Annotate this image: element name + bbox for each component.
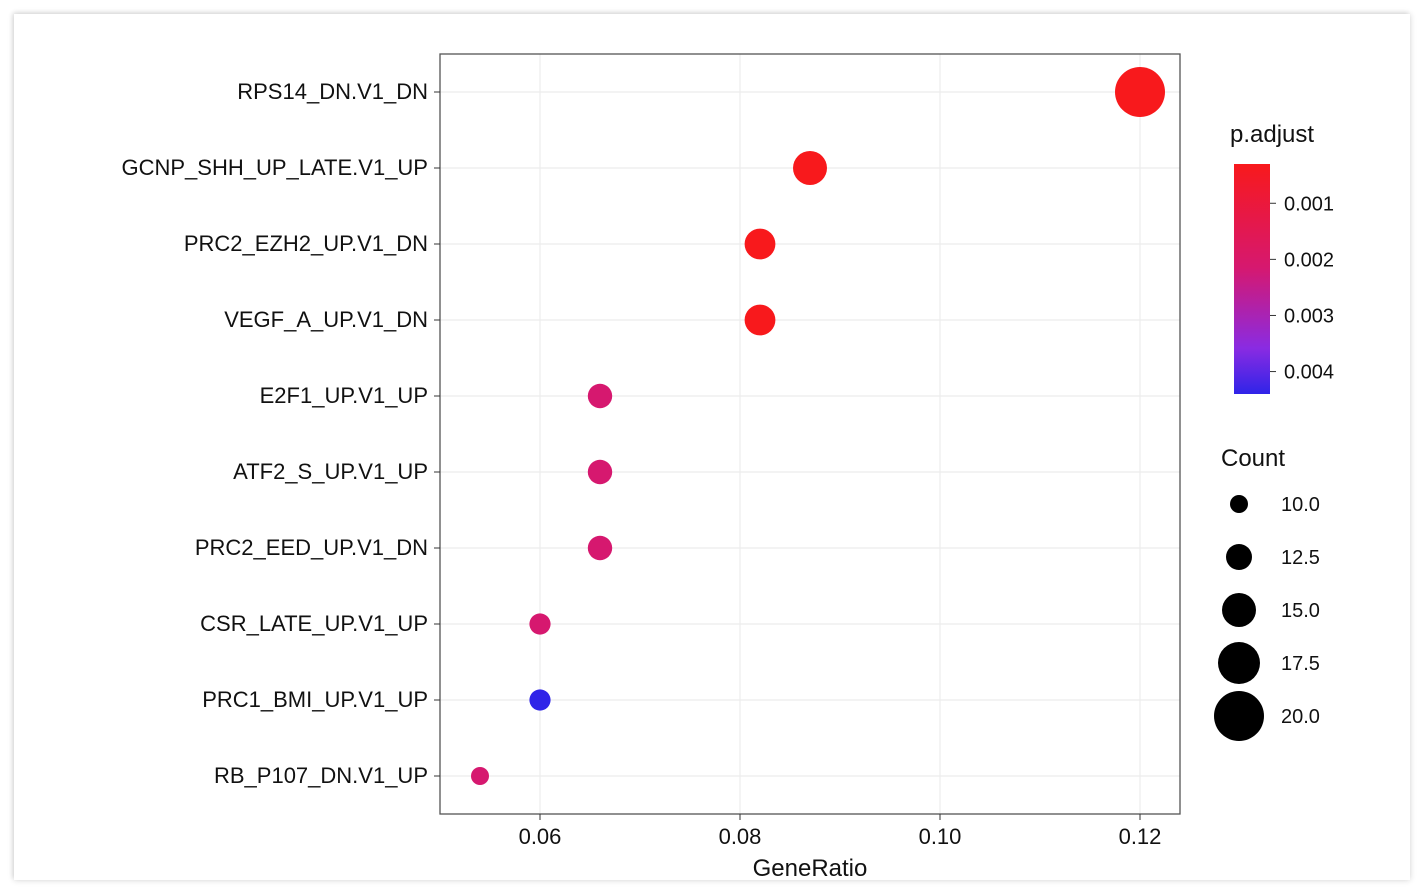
data-point xyxy=(529,613,550,634)
color-legend-label: 0.003 xyxy=(1284,305,1334,327)
x-tick-label: 0.08 xyxy=(719,824,762,849)
y-category-label: PRC2_EED_UP.V1_DN xyxy=(195,535,428,560)
dotplot-svg: RPS14_DN.V1_DN GCNP_SHH_UP_LATE.V1_UP PRC2… xyxy=(14,14,1410,880)
size-legend-label: 12.5 xyxy=(1281,547,1320,569)
y-category-label: ATF2_S_UP.V1_UP xyxy=(233,459,428,484)
data-point xyxy=(588,536,612,560)
data-point xyxy=(745,305,776,336)
size-legend-title: Count xyxy=(1221,445,1285,472)
y-category-label: PRC1_BMI_UP.V1_UP xyxy=(202,687,428,712)
data-point xyxy=(793,151,827,185)
color-legend-label: 0.002 xyxy=(1284,249,1334,271)
y-category-label: GCNP_SHH_UP_LATE.V1_UP xyxy=(122,155,429,180)
size-legend-label: 20.0 xyxy=(1281,706,1320,728)
size-legend-label: 10.0 xyxy=(1281,494,1320,516)
size-legend-dot xyxy=(1230,495,1248,513)
size-legend-dot xyxy=(1226,544,1252,570)
data-point xyxy=(588,460,612,484)
color-legend-label: 0.001 xyxy=(1284,193,1334,215)
y-category-label: VEGF_A_UP.V1_DN xyxy=(224,307,428,332)
size-legend-label: 15.0 xyxy=(1281,600,1320,622)
color-legend-label: 0.004 xyxy=(1284,362,1334,384)
size-legend-dot xyxy=(1214,691,1264,741)
data-point xyxy=(1115,67,1165,117)
data-point xyxy=(529,689,550,710)
x-tick-label: 0.10 xyxy=(919,824,962,849)
x-tick-label: 0.06 xyxy=(519,824,562,849)
data-point xyxy=(471,767,489,785)
y-category-label: E2F1_UP.V1_UP xyxy=(260,383,428,408)
size-legend-label: 17.5 xyxy=(1281,653,1320,675)
chart-card: RPS14_DN.V1_DN GCNP_SHH_UP_LATE.V1_UP PRC2… xyxy=(14,14,1410,880)
y-category-label: RB_P107_DN.V1_UP xyxy=(214,763,428,788)
color-legend-title: p.adjust xyxy=(1230,121,1314,148)
color-legend-bar xyxy=(1234,164,1270,394)
y-category-label: CSR_LATE_UP.V1_UP xyxy=(200,611,428,636)
y-category-label: PRC2_EZH2_UP.V1_DN xyxy=(184,231,428,256)
data-point xyxy=(745,229,776,260)
size-legend-dot xyxy=(1218,642,1260,684)
x-axis-label: GeneRatio xyxy=(753,855,868,880)
x-tick-label: 0.12 xyxy=(1119,824,1162,849)
y-category-label: RPS14_DN.V1_DN xyxy=(237,79,428,104)
data-point xyxy=(588,384,612,408)
size-legend-dot xyxy=(1222,593,1256,627)
